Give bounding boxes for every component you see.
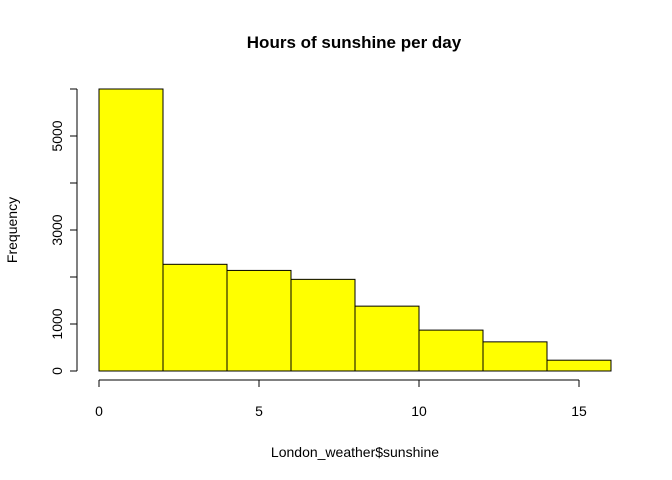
histogram-bar-5 (418, 329, 484, 372)
y-tick-label: 1000 (49, 308, 65, 339)
histogram-bar-4 (354, 305, 420, 372)
x-tick-label: 15 (571, 403, 587, 419)
histogram-bar-1 (162, 263, 228, 372)
histogram-bar-7 (546, 359, 612, 372)
y-axis-label: Frequency (4, 197, 20, 263)
histogram-bar-3 (290, 278, 356, 372)
y-axis: 0 1000 3000 5000 (49, 88, 78, 375)
x-axis: 0 5 10 15 (95, 379, 587, 419)
chart-title: Hours of sunshine per day (247, 33, 462, 52)
bars-group (98, 88, 612, 372)
y-tick-label: 0 (49, 367, 65, 375)
histogram-bar-0 (98, 88, 164, 372)
y-tick-label: 3000 (49, 214, 65, 245)
x-tick-label: 5 (255, 403, 263, 419)
histogram-bar-2 (226, 269, 292, 372)
x-axis-label: London_weather$sunshine (271, 444, 439, 460)
x-tick-label: 10 (411, 403, 427, 419)
x-tick-label: 0 (95, 403, 103, 419)
y-tick-label: 5000 (49, 120, 65, 151)
histogram-bar-6 (482, 341, 548, 372)
